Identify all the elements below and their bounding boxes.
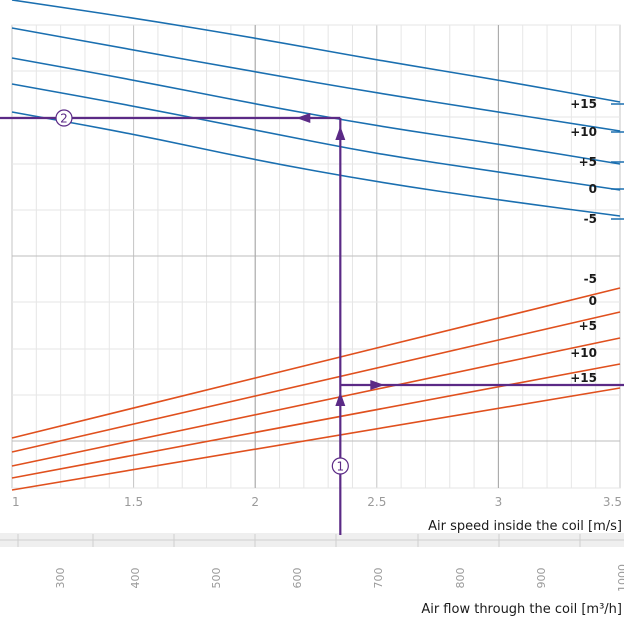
grid — [11, 24, 621, 489]
x-tick-label: 1.5 — [124, 495, 143, 509]
secondary-axis-band — [0, 533, 624, 547]
curve-labels: +15 +10 +5 0 -5 -5 0 +5 +10 +15 — [570, 97, 624, 385]
upper-curve-label: +15 — [570, 97, 597, 111]
marker-1-circle — [331, 457, 349, 475]
curve-lower-+15 — [11, 387, 621, 491]
upper-curve-label: 0 — [589, 182, 597, 196]
x-tick-label: 2.5 — [367, 495, 386, 509]
flow-tick-label: 900 — [535, 568, 548, 589]
x-tick-label: 1 — [12, 495, 20, 509]
x-axis-title: Air speed inside the coil [m/s] — [428, 519, 622, 534]
reading-path: 12 — [0, 109, 624, 535]
x-tick-label: 2 — [251, 495, 259, 509]
lower-curve-label: +15 — [570, 371, 597, 385]
marker-2-circle — [55, 109, 73, 127]
upper-curve-label: -5 — [584, 212, 597, 226]
secondary-axis-title: Air flow through the coil [m³/h] — [421, 602, 622, 617]
flow-tick-label: 700 — [372, 568, 385, 589]
curve-lower-+5 — [11, 337, 621, 467]
flow-tick-label: 600 — [291, 568, 304, 589]
arrow-left — [296, 113, 311, 123]
marker-1: 1 — [336, 460, 344, 474]
curve-upper-+5 — [11, 57, 621, 165]
lower-curve-label: +10 — [570, 346, 597, 360]
flow-tick-label: 300 — [54, 568, 67, 589]
lower-curve-label: -5 — [584, 272, 597, 286]
x-tick-labels: 1 1.5 2 2.5 3 3.5 — [12, 495, 622, 509]
curve-upper-+15 — [11, 0, 621, 103]
marker-2: 2 — [60, 112, 68, 126]
curve-lower--5 — [11, 287, 621, 439]
curve-upper-0 — [11, 83, 621, 191]
arrow-up — [335, 392, 346, 406]
arrow-up-upper — [335, 126, 346, 140]
arrow-right — [370, 380, 385, 390]
upper-curve-group — [11, 0, 621, 217]
lower-curve-group — [11, 287, 621, 491]
flow-tick-label: 400 — [129, 568, 142, 589]
curve-lower-0 — [11, 311, 621, 453]
x-tick-label: 3.5 — [603, 495, 622, 509]
flow-tick-label: 500 — [210, 568, 223, 589]
curve-upper--5 — [11, 111, 621, 217]
flow-tick-label: 1000 — [616, 564, 624, 592]
upper-curve-label: +10 — [570, 125, 597, 139]
upper-curve-label: +5 — [579, 155, 597, 169]
flow-tick-label: 800 — [454, 568, 467, 589]
curve-lower-+10 — [11, 363, 621, 479]
lower-curve-label: 0 — [589, 294, 597, 308]
flow-tick-labels: 300 400 500 600 700 800 900 1000 — [54, 564, 624, 592]
lower-curve-label: +5 — [579, 319, 597, 333]
x-tick-label: 3 — [495, 495, 503, 509]
curve-upper-+10 — [11, 27, 621, 132]
